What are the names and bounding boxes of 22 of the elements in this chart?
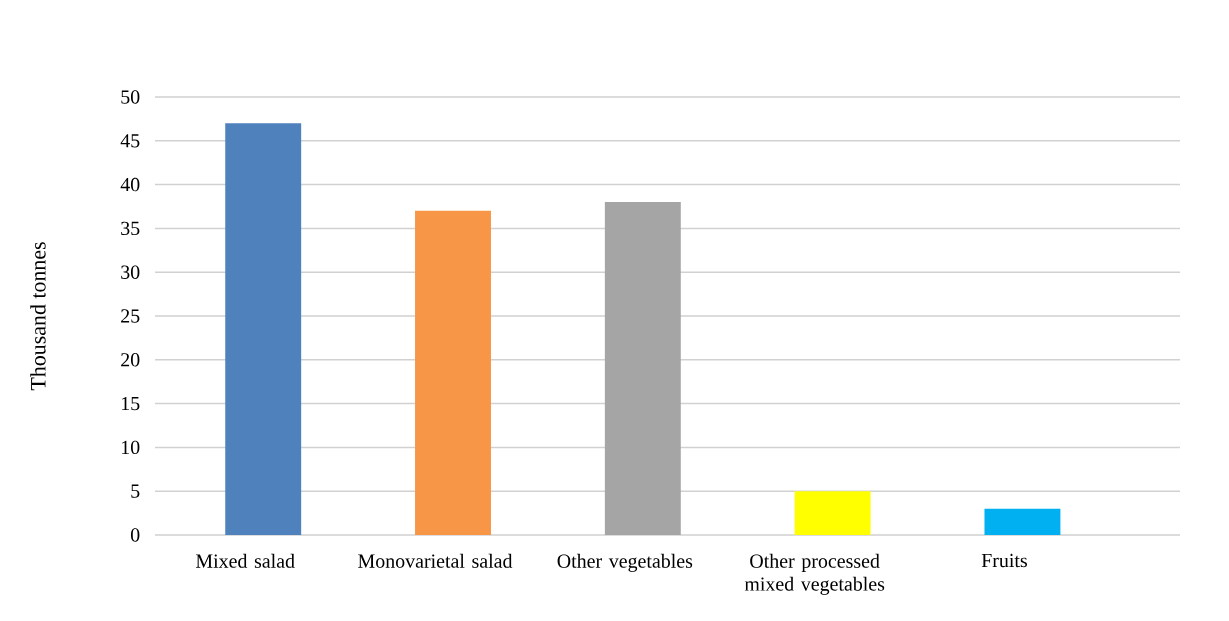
bar xyxy=(604,202,681,535)
bar xyxy=(984,508,1061,535)
x-tick-label: Monovarietal salad xyxy=(358,553,513,568)
y-tick-label: 0 xyxy=(130,528,140,542)
y-tick-label: 5 xyxy=(131,484,140,498)
y-tick-label: 45 xyxy=(120,134,140,148)
y-tick-label: 40 xyxy=(120,177,140,192)
y-tick-label: 25 xyxy=(121,309,140,323)
x-tick-label: Mixed salad xyxy=(195,553,295,568)
y-axis-title: Thousand tonnes xyxy=(30,242,46,391)
bar xyxy=(415,210,491,535)
y-tick-label: 20 xyxy=(121,353,140,367)
y-tick-label: 35 xyxy=(121,221,140,236)
bar xyxy=(225,123,302,535)
y-tick-label: 10 xyxy=(121,440,140,455)
bar xyxy=(794,491,871,535)
y-tick-label: 30 xyxy=(121,265,140,279)
x-tick-label: Fruits xyxy=(981,553,1027,568)
x-tick-label: Other processed mixed vegetables xyxy=(744,553,885,595)
y-tick-label: 15 xyxy=(121,396,140,411)
y-tick-label: 50 xyxy=(121,90,140,104)
x-tick-label: Other vegetables xyxy=(557,553,693,572)
